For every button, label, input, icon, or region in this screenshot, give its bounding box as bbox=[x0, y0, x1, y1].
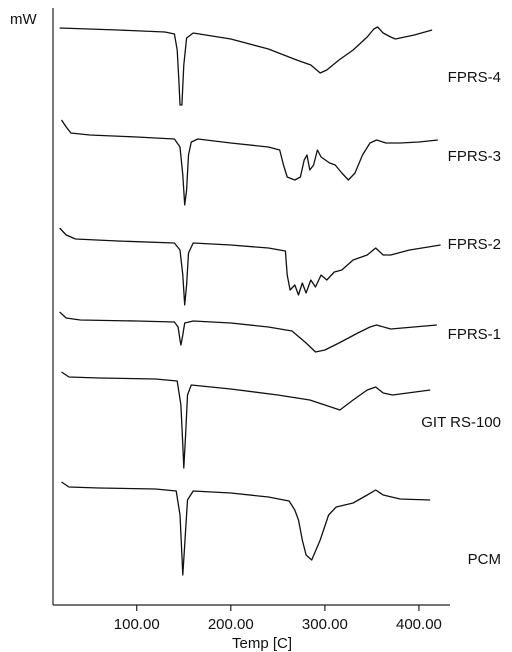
series-label: PCM bbox=[468, 551, 501, 568]
series-label: FPRS-1 bbox=[448, 326, 501, 343]
curve bbox=[60, 119, 438, 206]
x-tick-label: 200.00 bbox=[208, 616, 254, 633]
x-axis-label: Temp [C] bbox=[232, 635, 292, 652]
series-label: FPRS-4 bbox=[448, 69, 501, 86]
curve bbox=[59, 26, 433, 106]
curve bbox=[61, 481, 431, 576]
curve bbox=[61, 371, 431, 469]
y-axis-label: mW bbox=[10, 11, 37, 28]
curve bbox=[59, 311, 437, 353]
series-label: FPRS-2 bbox=[448, 236, 501, 253]
series-label: GIT RS-100 bbox=[421, 414, 501, 431]
curve bbox=[59, 227, 441, 306]
x-tick-label: 400.00 bbox=[396, 616, 442, 633]
x-tick-label: 300.00 bbox=[302, 616, 348, 633]
series-label: FPRS-3 bbox=[448, 148, 501, 165]
x-tick-label: 100.00 bbox=[114, 616, 160, 633]
